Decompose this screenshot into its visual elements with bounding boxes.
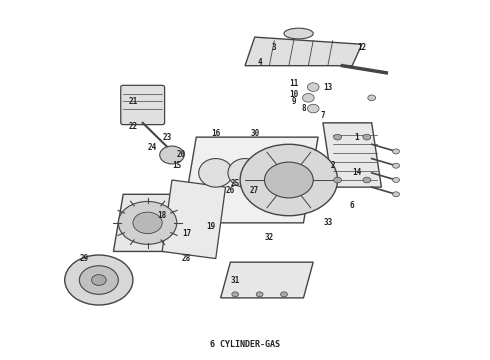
Text: 22: 22 <box>128 122 138 131</box>
Circle shape <box>307 83 319 91</box>
Text: 14: 14 <box>352 168 362 177</box>
Circle shape <box>256 292 263 297</box>
Text: 16: 16 <box>211 129 220 138</box>
Circle shape <box>363 177 371 183</box>
Text: 26: 26 <box>226 186 235 195</box>
Circle shape <box>65 255 133 305</box>
Circle shape <box>118 202 177 244</box>
Text: 17: 17 <box>182 229 191 238</box>
Ellipse shape <box>228 158 262 187</box>
Text: 12: 12 <box>357 43 367 52</box>
Circle shape <box>133 212 162 234</box>
Circle shape <box>392 177 399 183</box>
Text: 27: 27 <box>250 186 259 195</box>
Polygon shape <box>162 180 225 258</box>
Text: 4: 4 <box>257 58 262 67</box>
Text: 15: 15 <box>172 161 181 170</box>
Text: 7: 7 <box>320 111 325 120</box>
Circle shape <box>79 266 118 294</box>
Circle shape <box>368 95 375 101</box>
Text: 8: 8 <box>301 104 306 113</box>
Text: 18: 18 <box>158 211 167 220</box>
Circle shape <box>392 163 399 168</box>
Text: 20: 20 <box>177 150 186 159</box>
Circle shape <box>392 149 399 154</box>
Text: 9: 9 <box>292 97 296 106</box>
Circle shape <box>92 275 106 285</box>
Text: 31: 31 <box>231 275 240 284</box>
Text: 1: 1 <box>355 132 359 141</box>
Text: 21: 21 <box>128 97 138 106</box>
Text: 25: 25 <box>231 179 240 188</box>
Circle shape <box>265 162 313 198</box>
Text: 33: 33 <box>323 219 332 228</box>
Circle shape <box>363 134 371 140</box>
Text: 23: 23 <box>162 132 171 141</box>
Circle shape <box>240 144 338 216</box>
Text: 29: 29 <box>79 254 89 263</box>
Circle shape <box>302 94 314 102</box>
Text: 32: 32 <box>265 233 274 242</box>
Polygon shape <box>323 123 381 187</box>
Polygon shape <box>114 194 196 251</box>
Text: 11: 11 <box>289 79 298 88</box>
Circle shape <box>334 177 342 183</box>
Circle shape <box>281 292 288 297</box>
Text: 24: 24 <box>148 143 157 152</box>
Polygon shape <box>245 37 362 66</box>
Circle shape <box>307 104 319 113</box>
Text: 6 CYLINDER-GAS: 6 CYLINDER-GAS <box>210 340 280 349</box>
Polygon shape <box>220 262 313 298</box>
Text: 2: 2 <box>330 161 335 170</box>
Text: 19: 19 <box>206 222 216 231</box>
FancyBboxPatch shape <box>121 85 165 125</box>
Circle shape <box>334 134 342 140</box>
Ellipse shape <box>257 158 291 187</box>
Polygon shape <box>182 137 318 223</box>
Text: 6: 6 <box>350 201 354 210</box>
Text: 30: 30 <box>250 129 259 138</box>
Circle shape <box>232 292 239 297</box>
Circle shape <box>392 192 399 197</box>
Ellipse shape <box>199 158 233 187</box>
Text: 3: 3 <box>272 43 276 52</box>
Text: 13: 13 <box>323 83 332 92</box>
Ellipse shape <box>284 28 313 39</box>
Circle shape <box>160 146 184 164</box>
Text: 28: 28 <box>182 254 191 263</box>
Text: 10: 10 <box>289 90 298 99</box>
